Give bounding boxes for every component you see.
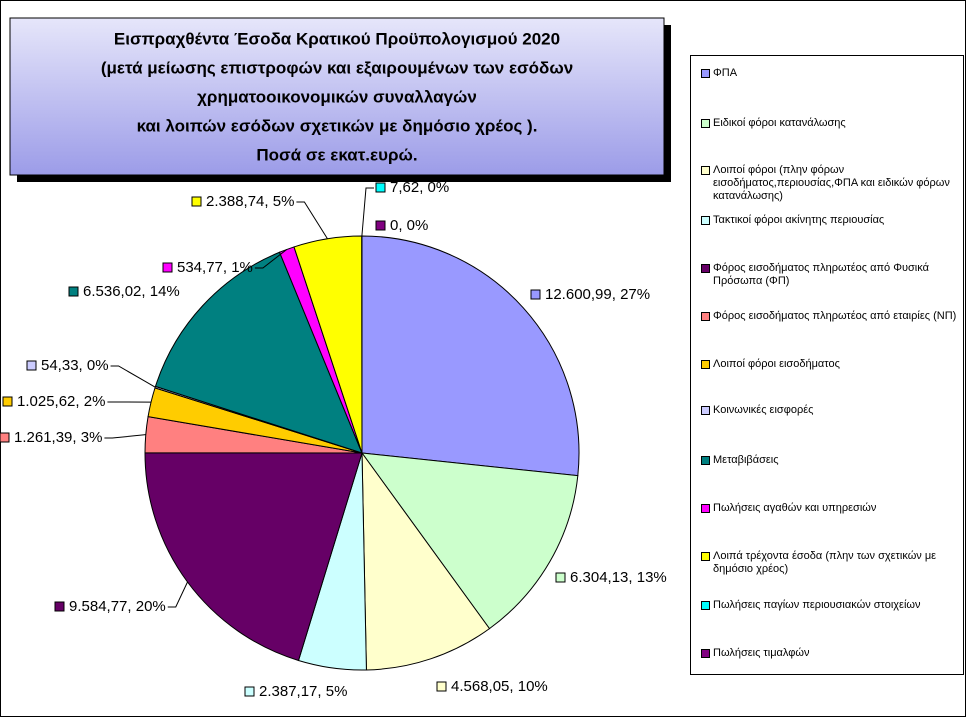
label-swatch [26,360,37,371]
legend-swatch [701,552,710,561]
title-line: και λοιπών εσόδων σχετικών με δημόσιο χρ… [137,116,538,135]
label-swatch [555,572,566,583]
legend-item: Τακτικοί φόροι ακίνητης περιουσίας [701,214,959,227]
legend-item: Κοινωνικές εισφορές [701,404,959,417]
leader-line [296,201,328,240]
label-swatch [68,286,79,297]
legend-label: Μεταβιβάσεις [713,454,779,466]
legend-item: ΦΠΑ [701,67,959,80]
legend-item: Λοιπά τρέχοντα έσοδα (πλην των σχετικών … [701,550,959,576]
title-line: Ποσά σε εκατ.ευρώ. [256,145,417,164]
label-swatch [375,220,386,231]
title: Εισπραχθέντα Έσοδα Κρατικού Προϋπολογισμ… [101,29,573,164]
legend-label: ΦΠΑ [713,67,738,79]
legend-item: Πωλήσεις τιμαλφών [701,647,959,660]
data-label: 2.388,74, 5% [206,193,294,210]
legend-swatch [701,264,710,273]
legend-swatch [701,406,710,415]
label-swatch [191,196,202,207]
pie: 12.600,99, 27% 6.304,13, 13% 4.568,05, 10%… [0,179,667,700]
label-swatch [375,182,386,193]
legend-label: Ειδικοί φόροι κατανάλωσης [713,117,846,129]
legend-label: Τακτικοί φόροι ακίνητης περιουσίας [713,214,885,226]
data-label: 6.536,02, 14% [83,283,180,300]
legend-label: Λοιποί φόροι (πλην φόρων εισοδήματος,περ… [713,164,950,202]
data-label: 2.387,17, 5% [259,683,347,700]
legend-item: Πωλήσεις παγίων περιουσιακών στοιχείων [701,599,959,612]
pie-slice [361,235,580,477]
legend-item: Πωλήσεις αγαθών και υπηρεσιών [701,502,959,515]
legend-label: Πωλήσεις αγαθών και υπηρεσιών [713,502,877,514]
legend-label: Φόρος εισοδήματος πληρωτέος από Φυσικά Π… [713,262,929,287]
legend-item: Φόρος εισοδήματος πληρωτέος από Φυσικά Π… [701,262,959,288]
pie-slice [360,452,579,630]
pie-slice [154,251,363,454]
legend-item: Λοιποί φόροι εισοδήματος [701,358,959,371]
pie-slice [144,452,363,662]
legend-swatch [701,166,710,175]
legend-swatch [701,69,710,78]
legend-swatch [701,119,710,128]
legend-label: Φόρος εισοδήματος πληρωτέος από εταιρίες… [713,310,957,322]
legend-label: Πωλήσεις τιμαλφών [713,647,810,659]
data-label: 534,77, 1% [177,259,253,276]
label-swatch [2,396,13,407]
leader-line [167,581,188,608]
label-swatch [54,601,65,612]
legend-swatch [701,601,710,610]
title-box [9,17,665,176]
legend-swatch [701,312,710,321]
data-label: 1.025,62, 2% [17,393,105,410]
leader-line [104,434,146,439]
data-label: 0, 0% [390,217,428,234]
leader-line [254,249,288,269]
legend: ΦΠΑ Ειδικοί φόροι κατανάλωσης Λοιποί φόροι… [690,55,964,675]
label-swatch [530,289,541,300]
legend-label: Κοινωνικές εισφορές [713,404,814,416]
legend-label: Λοιποί φόροι εισοδήματος [713,358,840,370]
legend-item: Φόρος εισοδήματος πληρωτέος από εταιρίες… [701,310,959,323]
data-label: 6.304,13, 13% [570,569,667,586]
legend-swatch [701,504,710,513]
legend-swatch [701,360,710,369]
data-label: 9.584,77, 20% [69,598,166,615]
legend-item: Λοιποί φόροι (πλην φόρων εισοδήματος,περ… [701,164,959,203]
label-swatch [162,262,173,273]
leader-line [110,365,156,388]
legend-swatch [701,649,710,658]
legend-item: Μεταβιβάσεις [701,454,959,467]
legend-label: Λοιπά τρέχοντα έσοδα (πλην των σχετικών … [713,550,937,575]
title-line: χρηματοοικονομικών συναλλαγών [197,87,477,106]
title-line: (μετά μείωσης επιστροφών και εξαιρουμένω… [101,58,573,77]
data-label: 1.261,39, 3% [14,429,102,446]
leader-line [361,187,374,237]
pie-slice [361,451,491,671]
legend-item: Ειδικοί φόροι κατανάλωσης [701,117,959,130]
legend-swatch [701,216,710,225]
legend-label: Πωλήσεις παγίων περιουσιακών στοιχείων [713,599,921,611]
data-label: 12.600,99, 27% [545,286,650,303]
data-label: 54,33, 0% [41,357,109,374]
title-line: Εισπραχθέντα Έσοδα Κρατικού Προϋπολογισμ… [114,29,560,48]
label-swatch [244,686,255,697]
legend-swatch [701,456,710,465]
label-swatch [0,432,10,443]
label-swatch [436,681,447,692]
data-label: 4.568,05, 10% [451,678,548,695]
data-label: 7,62, 0% [390,179,449,196]
